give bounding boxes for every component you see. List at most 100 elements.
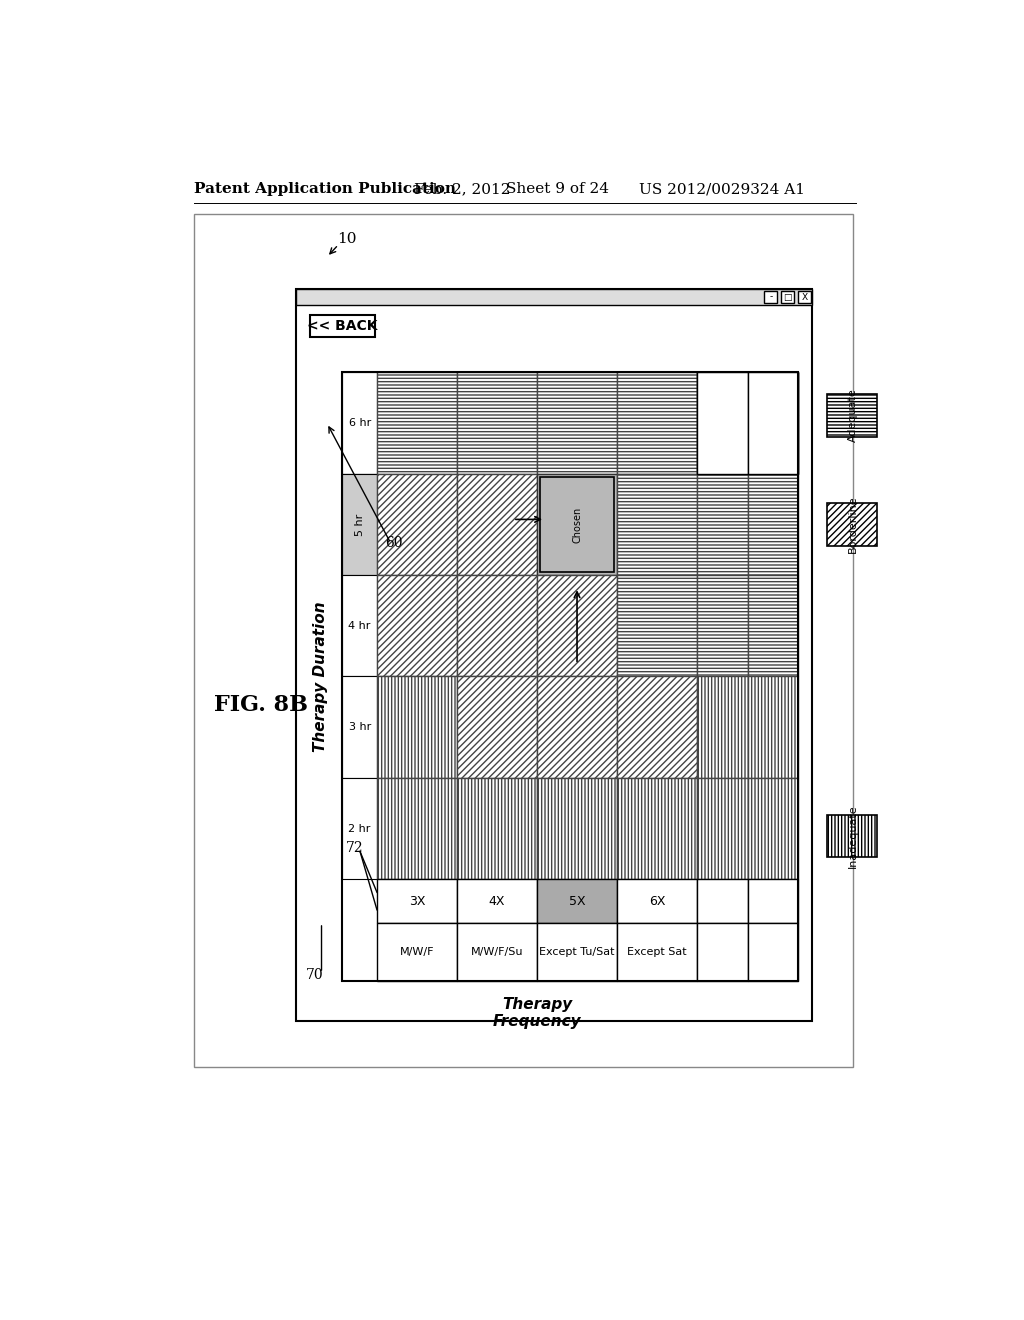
Bar [537, 777, 617, 879]
Text: 5X: 5X [568, 895, 586, 908]
Bar [697, 372, 748, 414]
Bar [377, 923, 457, 981]
Bar [457, 372, 537, 474]
Bar [296, 289, 812, 305]
Text: Patent Application Publication: Patent Application Publication [194, 182, 456, 197]
Bar [377, 676, 457, 777]
Bar [457, 576, 537, 676]
Text: 3 hr: 3 hr [348, 722, 371, 733]
Bar [781, 290, 795, 304]
Bar [537, 923, 617, 981]
Bar [697, 474, 748, 576]
Text: US 2012/0029324 A1: US 2012/0029324 A1 [639, 182, 805, 197]
Bar [342, 474, 377, 576]
Bar [697, 372, 748, 474]
Bar [827, 503, 878, 545]
Text: 2.4
std Kt/v: 2.4 std Kt/v [702, 433, 742, 455]
Text: Except Tu/Sat: Except Tu/Sat [540, 946, 614, 957]
Bar [697, 576, 748, 676]
Text: 10: 10 [337, 232, 356, 247]
Bar [697, 923, 748, 981]
Text: X: X [802, 293, 808, 301]
Bar [617, 777, 697, 879]
Bar [310, 315, 376, 337]
Text: 4 hr: 4 hr [348, 620, 371, 631]
Bar [617, 923, 697, 981]
Bar [798, 290, 811, 304]
Text: Therapy Duration: Therapy Duration [313, 602, 329, 752]
Bar [617, 474, 697, 576]
Text: 4X: 4X [488, 895, 505, 908]
Text: M/W/F/Su: M/W/F/Su [471, 946, 523, 957]
Text: 60: 60 [385, 536, 402, 550]
Text: Urea: Urea [709, 387, 736, 400]
Bar [457, 474, 537, 576]
Text: Inadequate: Inadequate [848, 804, 857, 869]
Text: 6 hr: 6 hr [348, 418, 371, 428]
Bar [296, 289, 812, 1020]
Text: Therapy
Frequency: Therapy Frequency [493, 997, 582, 1030]
Text: B2-m: B2-m [757, 387, 788, 400]
Bar [764, 290, 777, 304]
Text: Sheet 9 of 24: Sheet 9 of 24 [506, 182, 609, 197]
Bar [617, 879, 697, 923]
Bar [697, 879, 748, 923]
Bar [697, 777, 748, 879]
Text: 6X: 6X [649, 895, 666, 908]
Bar [342, 372, 798, 981]
Text: 5 hr: 5 hr [354, 513, 365, 536]
Bar [342, 777, 377, 879]
Bar [342, 576, 377, 676]
Text: Feb. 2, 2012: Feb. 2, 2012 [414, 182, 510, 197]
Text: 70: 70 [306, 968, 324, 982]
Bar [827, 814, 878, 858]
Bar [342, 474, 377, 576]
Text: Except Sat: Except Sat [628, 946, 687, 957]
Bar [377, 777, 457, 879]
Bar [748, 414, 798, 474]
Bar [748, 879, 798, 923]
Bar [342, 372, 377, 474]
Bar [537, 576, 617, 676]
Bar [377, 879, 457, 923]
Bar [457, 923, 537, 981]
Bar [617, 372, 697, 474]
Bar [617, 676, 697, 777]
Bar [537, 676, 617, 777]
Text: 3X: 3X [409, 895, 425, 908]
Bar [457, 676, 537, 777]
Text: 25.5
mg/L: 25.5 mg/L [760, 433, 785, 455]
Bar [617, 576, 697, 676]
Bar [537, 879, 617, 923]
Bar [748, 372, 798, 474]
Bar [748, 777, 798, 879]
Bar [377, 576, 457, 676]
Bar [457, 777, 537, 879]
Bar [827, 395, 878, 437]
Bar [748, 923, 798, 981]
Bar [748, 474, 798, 576]
Text: 72: 72 [346, 841, 364, 855]
Text: Adequate: Adequate [848, 388, 857, 442]
Bar [457, 879, 537, 923]
Bar [194, 214, 853, 1067]
Text: Chosen: Chosen [572, 507, 582, 543]
Text: Borderline: Borderline [848, 496, 857, 553]
Bar [697, 414, 748, 474]
Bar [377, 372, 457, 474]
Bar [377, 474, 457, 576]
Bar [748, 372, 798, 474]
Bar [748, 372, 798, 414]
Text: M/W/F: M/W/F [399, 946, 434, 957]
Text: 2 hr: 2 hr [348, 824, 371, 833]
Text: □: □ [783, 293, 792, 301]
Bar [537, 372, 617, 474]
Bar [748, 576, 798, 676]
Text: FIG. 8B: FIG. 8B [214, 694, 308, 717]
Bar [537, 474, 617, 576]
Bar [697, 676, 748, 777]
Text: << BACK: << BACK [307, 319, 378, 333]
Bar [342, 676, 377, 777]
Text: -: - [769, 293, 772, 301]
Bar [697, 372, 748, 474]
